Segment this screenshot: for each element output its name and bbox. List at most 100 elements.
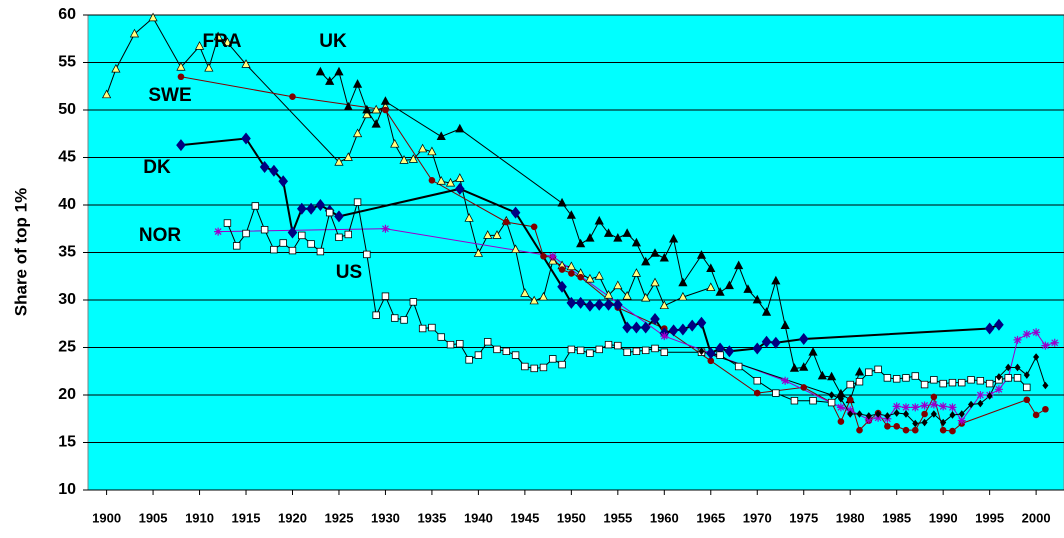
y-tick-label: 30 [58, 291, 76, 308]
marker [604, 340, 613, 349]
marker [911, 372, 919, 380]
marker [1023, 383, 1031, 392]
marker [930, 393, 938, 401]
marker [214, 227, 223, 236]
marker [603, 298, 614, 311]
marker [427, 146, 437, 156]
marker [278, 175, 288, 188]
marker [911, 426, 919, 434]
marker [176, 62, 186, 71]
marker [994, 318, 1004, 331]
marker [817, 370, 827, 380]
marker [828, 391, 835, 399]
marker [335, 233, 343, 241]
marker [1023, 371, 1030, 379]
marker [372, 311, 380, 319]
marker [967, 376, 975, 384]
marker [622, 321, 632, 334]
marker [603, 290, 614, 299]
marker [986, 392, 993, 400]
series-label: SWE [148, 85, 191, 106]
marker [1033, 353, 1040, 361]
marker [780, 320, 790, 329]
marker [269, 164, 279, 177]
marker [1005, 363, 1012, 372]
marker [753, 377, 761, 385]
marker [912, 419, 919, 428]
marker [706, 263, 716, 272]
marker [902, 374, 910, 382]
marker [921, 418, 928, 427]
marker [808, 347, 818, 356]
marker [929, 400, 938, 409]
marker [994, 385, 1003, 394]
y-tick-label: 10 [58, 481, 76, 498]
marker [298, 231, 306, 240]
marker [940, 418, 947, 427]
marker [846, 380, 854, 389]
marker [920, 401, 929, 410]
y-axis-label: Share of top 1% [11, 188, 30, 316]
marker [400, 316, 408, 324]
marker [334, 66, 344, 76]
marker [771, 336, 781, 349]
marker [194, 41, 205, 50]
marker [538, 291, 549, 301]
marker [874, 365, 882, 374]
marker [594, 298, 605, 311]
marker [436, 176, 446, 185]
marker [930, 410, 937, 418]
marker [102, 89, 112, 99]
marker [390, 138, 400, 148]
marker [325, 76, 335, 85]
marker [260, 225, 269, 234]
x-tick-label: 1995 [975, 510, 1004, 525]
marker [409, 298, 418, 306]
marker [930, 376, 938, 384]
marker [474, 351, 483, 359]
marker [650, 277, 660, 287]
marker [558, 266, 566, 273]
marker [705, 347, 716, 360]
marker [595, 345, 603, 354]
marker [892, 375, 901, 383]
series-label: FRA [202, 31, 241, 52]
marker [176, 139, 186, 152]
series-label: US [336, 262, 362, 283]
marker [707, 357, 715, 365]
marker [613, 298, 623, 311]
x-tick-label: 1910 [185, 510, 214, 525]
marker [540, 252, 547, 260]
x-tick-label: 1905 [139, 510, 168, 525]
y-tick-label: 50 [58, 101, 76, 118]
marker [613, 280, 623, 290]
marker [363, 250, 371, 259]
y-tick-label: 15 [58, 434, 76, 451]
y-tick-label: 60 [58, 6, 76, 23]
marker [307, 240, 315, 248]
marker [668, 324, 679, 337]
marker [809, 396, 817, 405]
marker [473, 248, 483, 257]
marker [362, 104, 372, 114]
marker [884, 423, 891, 430]
marker [492, 230, 502, 239]
marker [334, 210, 344, 223]
marker [949, 411, 956, 419]
x-tick-label: 1985 [882, 510, 911, 525]
marker [678, 277, 688, 287]
marker [901, 403, 910, 412]
marker [493, 345, 501, 354]
marker [622, 228, 632, 237]
marker [455, 182, 465, 195]
y-tick-label: 55 [58, 54, 76, 71]
marker [391, 314, 399, 322]
marker [837, 418, 845, 425]
marker [921, 410, 928, 418]
marker [631, 268, 642, 277]
marker [594, 215, 604, 225]
marker [884, 412, 891, 420]
marker [613, 233, 623, 242]
marker [1013, 374, 1022, 382]
x-tick-label: 1945 [510, 510, 539, 525]
